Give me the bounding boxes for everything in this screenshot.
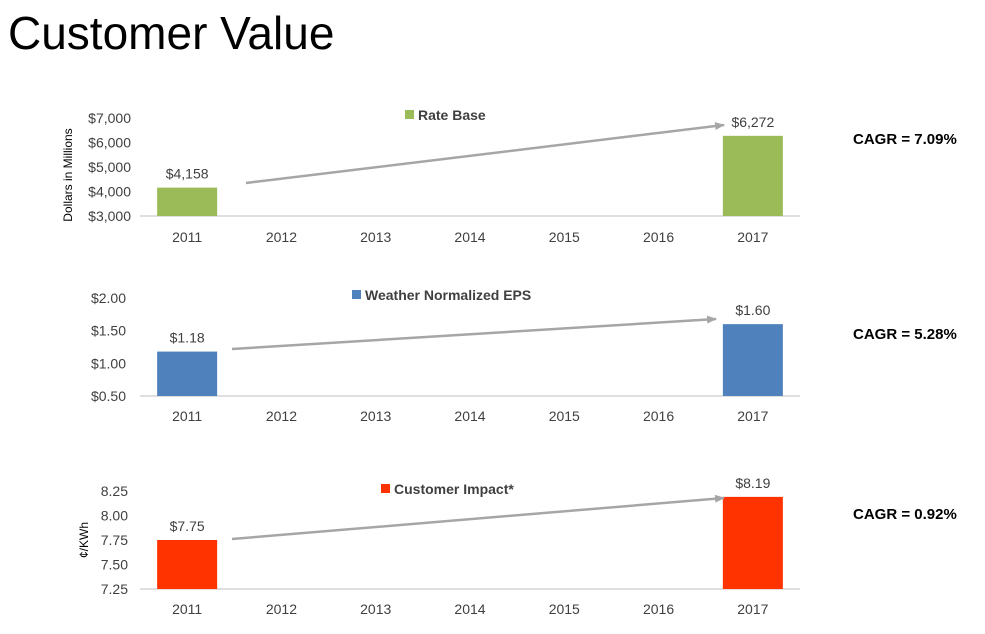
x-tick-label: 2016 — [643, 229, 674, 245]
x-tick-label: 2011 — [172, 229, 202, 245]
bar — [722, 324, 783, 396]
legend-swatch — [405, 110, 414, 119]
legend-swatch — [352, 290, 361, 299]
bar — [722, 135, 783, 216]
x-tick-label: 2012 — [266, 601, 297, 617]
trend-arrow — [231, 494, 725, 541]
x-tick-label: 2015 — [549, 408, 580, 424]
x-tick-label: 2017 — [737, 408, 768, 424]
y-tick-label: 7.75 — [101, 532, 128, 548]
bar — [157, 351, 218, 396]
x-tick-label: 2013 — [360, 408, 391, 424]
y-tick-label: $0.50 — [91, 388, 126, 404]
bar — [157, 540, 218, 589]
data-label: $8.19 — [735, 475, 770, 491]
x-tick-label: 2017 — [737, 229, 768, 245]
x-tick-label: 2013 — [360, 229, 391, 245]
x-tick-label: 2014 — [454, 601, 485, 617]
y-tick-label: $1.50 — [91, 323, 126, 339]
cagr-customer-impact: CAGR = 0.92% — [853, 506, 957, 523]
data-label: $4,158 — [166, 166, 209, 182]
x-tick-label: 2016 — [643, 408, 674, 424]
trend-arrow — [245, 122, 725, 185]
x-tick-label: 2012 — [266, 408, 297, 424]
x-tick-label: 2014 — [454, 229, 485, 245]
y-tick-label: $6,000 — [88, 135, 131, 151]
y-axis-title: Dollars in Millions — [61, 128, 75, 221]
data-label: $7.75 — [170, 518, 205, 534]
x-tick-label: 2012 — [266, 229, 297, 245]
x-tick-label: 2011 — [172, 408, 202, 424]
x-tick-label: 2017 — [737, 601, 768, 617]
x-tick-label: 2011 — [172, 601, 202, 617]
x-tick-label: 2016 — [643, 601, 674, 617]
y-axis-title: ¢/KWh — [77, 522, 91, 558]
x-tick-label: 2015 — [549, 601, 580, 617]
page-title: Customer Value — [8, 7, 335, 59]
legend-label: Customer Impact* — [394, 481, 514, 497]
bar — [157, 187, 218, 216]
data-label: $6,272 — [731, 114, 774, 130]
bar — [722, 496, 783, 589]
trend-arrow — [231, 315, 717, 351]
y-tick-label: $4,000 — [88, 184, 131, 200]
data-label: $1.60 — [735, 302, 770, 318]
y-tick-label: $2.00 — [91, 290, 126, 306]
legend-label: Weather Normalized EPS — [365, 287, 531, 303]
y-tick-label: 7.25 — [101, 581, 128, 597]
y-tick-label: $3,000 — [88, 208, 131, 224]
y-tick-label: 8.00 — [101, 508, 128, 524]
legend-swatch — [381, 484, 390, 493]
y-tick-label: $5,000 — [88, 159, 131, 175]
y-tick-label: 7.50 — [101, 557, 128, 573]
data-label: $1.18 — [170, 330, 205, 346]
x-tick-label: 2013 — [360, 601, 391, 617]
y-tick-label: $1.00 — [91, 355, 126, 371]
cagr-eps: CAGR = 5.28% — [853, 326, 957, 343]
x-tick-label: 2015 — [549, 229, 580, 245]
y-tick-label: $7,000 — [88, 110, 131, 126]
y-tick-label: 8.25 — [101, 483, 128, 499]
x-tick-label: 2014 — [454, 408, 485, 424]
cagr-rate-base: CAGR = 7.09% — [853, 131, 957, 148]
legend-label: Rate Base — [418, 107, 486, 123]
